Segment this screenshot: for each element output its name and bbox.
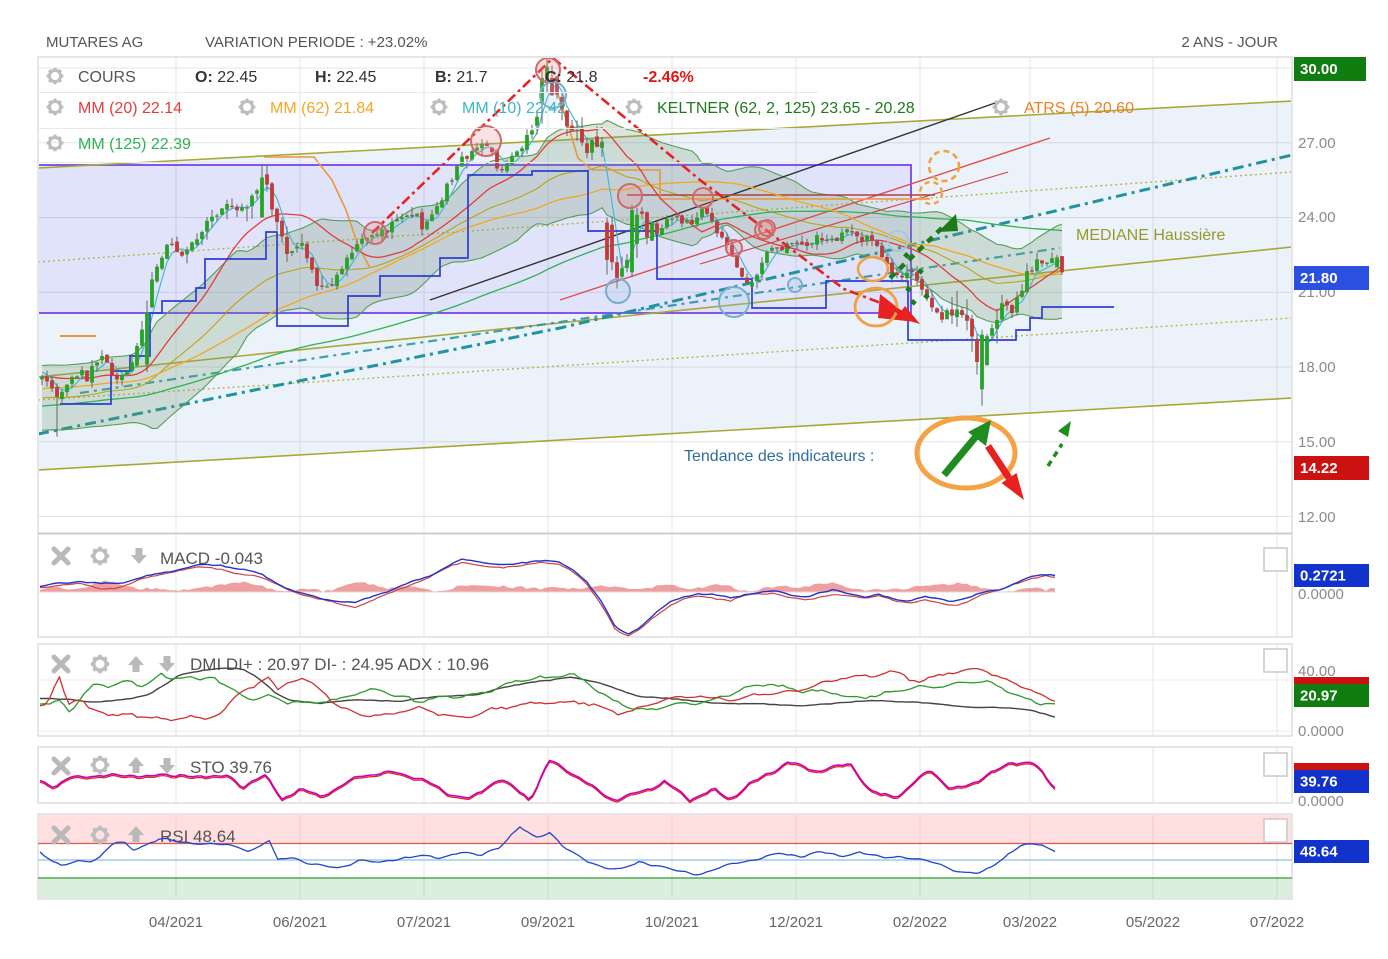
svg-text:20.97: 20.97 bbox=[1300, 688, 1338, 705]
svg-text:0.0000: 0.0000 bbox=[1298, 586, 1344, 603]
svg-text:21.80: 21.80 bbox=[1300, 270, 1338, 287]
svg-text:07/2022: 07/2022 bbox=[1250, 914, 1304, 931]
svg-text:KELTNER (62, 2, 125) 23.65 - 2: KELTNER (62, 2, 125) 23.65 - 20.28 bbox=[657, 100, 915, 117]
svg-text:H: 22.45: H: 22.45 bbox=[315, 69, 376, 86]
svg-text:15.00: 15.00 bbox=[1298, 434, 1336, 451]
svg-text:0.0000: 0.0000 bbox=[1298, 793, 1344, 810]
svg-text:0.0000: 0.0000 bbox=[1298, 723, 1344, 740]
svg-text:MEDIANE Haussière: MEDIANE Haussière bbox=[1076, 227, 1225, 244]
svg-text:MM (10) 22.42: MM (10) 22.42 bbox=[462, 100, 566, 117]
svg-text:RSI 48.64: RSI 48.64 bbox=[160, 827, 236, 846]
svg-text:MM (62) 21.84: MM (62) 21.84 bbox=[270, 100, 374, 117]
svg-text:02/2022: 02/2022 bbox=[893, 914, 947, 931]
svg-text:ATRS (5) 20.60: ATRS (5) 20.60 bbox=[1024, 100, 1134, 117]
svg-text:05/2022: 05/2022 bbox=[1126, 914, 1180, 931]
svg-text:12.00: 12.00 bbox=[1298, 509, 1336, 526]
svg-text:0.2721: 0.2721 bbox=[1300, 568, 1346, 585]
svg-text:O: 22.45: O: 22.45 bbox=[195, 69, 257, 86]
svg-text:24.00: 24.00 bbox=[1298, 209, 1336, 226]
svg-text:48.64: 48.64 bbox=[1300, 844, 1338, 861]
svg-text:B: 21.7: B: 21.7 bbox=[435, 69, 488, 86]
svg-text:MM (20) 22.14: MM (20) 22.14 bbox=[78, 100, 182, 117]
svg-text:C: 21.8: C: 21.8 bbox=[545, 69, 598, 86]
svg-text:30.00: 30.00 bbox=[1300, 61, 1338, 78]
svg-text:MACD -0.043: MACD -0.043 bbox=[160, 549, 263, 568]
svg-text:09/2021: 09/2021 bbox=[521, 914, 575, 931]
svg-text:27.00: 27.00 bbox=[1298, 135, 1336, 152]
svg-text:-2.46%: -2.46% bbox=[643, 69, 694, 86]
svg-text:Tendance des indicateurs :: Tendance des indicateurs : bbox=[684, 448, 874, 465]
svg-text:04/2021: 04/2021 bbox=[149, 914, 203, 931]
svg-text:18.00: 18.00 bbox=[1298, 359, 1336, 376]
svg-text:40.00: 40.00 bbox=[1298, 663, 1336, 680]
svg-text:06/2021: 06/2021 bbox=[273, 914, 327, 931]
svg-text:03/2022: 03/2022 bbox=[1003, 914, 1057, 931]
svg-text:2 ANS - JOUR: 2 ANS - JOUR bbox=[1181, 34, 1278, 51]
svg-text:DMI DI+ : 20.97 DI- : 24.95 AD: DMI DI+ : 20.97 DI- : 24.95 ADX : 10.96 bbox=[190, 655, 489, 674]
svg-text:MM (125) 22.39: MM (125) 22.39 bbox=[78, 136, 191, 153]
svg-text:14.22: 14.22 bbox=[1300, 460, 1338, 477]
svg-text:10/2021: 10/2021 bbox=[645, 914, 699, 931]
svg-text:07/2021: 07/2021 bbox=[397, 914, 451, 931]
svg-text:12/2021: 12/2021 bbox=[769, 914, 823, 931]
svg-text:COURS: COURS bbox=[78, 69, 136, 86]
svg-text:39.76: 39.76 bbox=[1300, 774, 1338, 791]
svg-text:MUTARES AG: MUTARES AG bbox=[46, 34, 143, 51]
svg-text:VARIATION PERIODE : +23.02%: VARIATION PERIODE : +23.02% bbox=[205, 34, 427, 51]
svg-text:STO 39.76: STO 39.76 bbox=[190, 758, 272, 777]
